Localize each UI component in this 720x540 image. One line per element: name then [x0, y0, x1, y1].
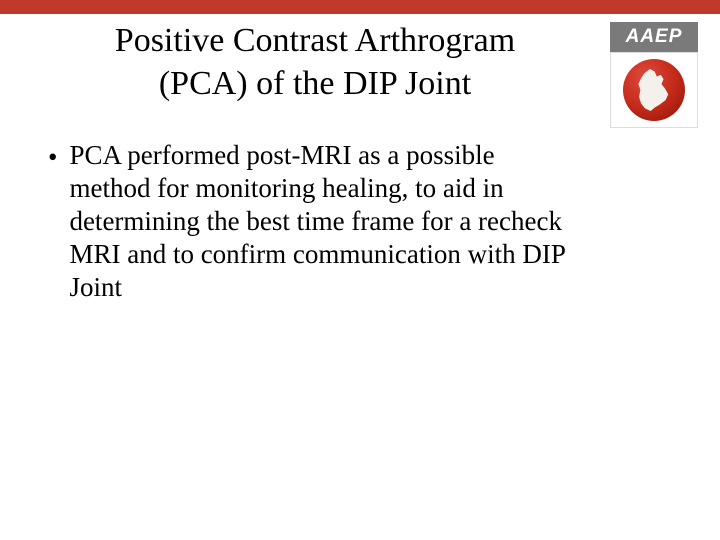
top-accent-bar [0, 0, 720, 14]
bullet-text: PCA performed post-MRI as a possible met… [69, 139, 578, 304]
logo-banner: AAEP [610, 22, 698, 52]
bullet-item: • PCA performed post-MRI as a possible m… [48, 139, 578, 304]
title-line-1: Positive Contrast Arthrogram [115, 22, 515, 59]
horse-icon [637, 69, 671, 111]
bullet-marker: • [48, 139, 69, 174]
logo-circle [623, 59, 685, 121]
aaep-logo: AAEP [610, 22, 698, 128]
logo-emblem-area [610, 52, 698, 128]
title-line-2: (PCA) of the DIP Joint [159, 65, 471, 102]
logo-text: AAEP [626, 26, 683, 48]
slide-body: • PCA performed post-MRI as a possible m… [0, 105, 720, 304]
